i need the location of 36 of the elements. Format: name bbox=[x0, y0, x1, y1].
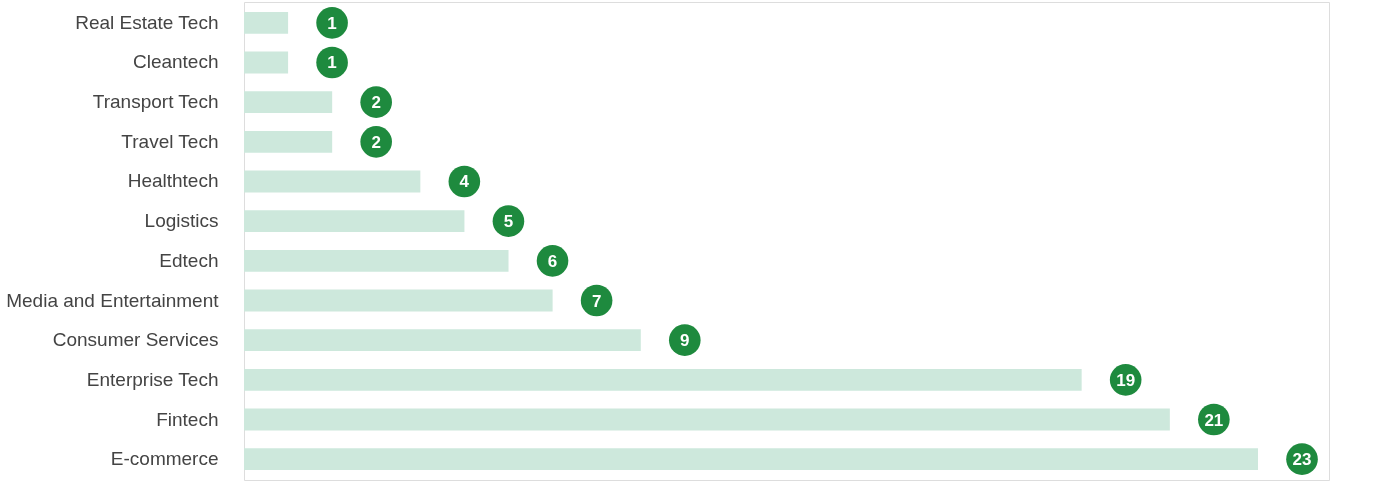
data-label: 2 bbox=[371, 132, 381, 152]
y-tick-label: Healthtech bbox=[127, 170, 219, 192]
bar bbox=[244, 448, 1259, 471]
bar bbox=[244, 289, 553, 312]
y-tick-label: Transport Tech bbox=[92, 91, 219, 113]
data-label: 1 bbox=[327, 13, 337, 33]
data-label: 19 bbox=[1116, 370, 1136, 390]
data-label: 7 bbox=[591, 291, 602, 311]
y-tick-label: Edtech bbox=[159, 249, 219, 271]
bar bbox=[244, 170, 421, 193]
bar bbox=[244, 91, 333, 114]
bar bbox=[244, 210, 465, 233]
y-tick-label: Enterprise Tech bbox=[86, 368, 219, 390]
data-label: 9 bbox=[680, 331, 690, 351]
data-label: 21 bbox=[1204, 410, 1224, 430]
y-tick-label: Logistics bbox=[144, 210, 219, 232]
data-label: 1 bbox=[327, 53, 337, 73]
bar bbox=[244, 368, 1082, 391]
bar bbox=[244, 130, 333, 153]
data-label: 4 bbox=[459, 172, 470, 192]
data-label: 5 bbox=[503, 212, 514, 232]
y-tick-label: Consumer Services bbox=[52, 329, 219, 351]
data-label: 6 bbox=[547, 251, 558, 271]
y-tick-label: Cleantech bbox=[132, 51, 219, 73]
data-label: 23 bbox=[1292, 450, 1312, 470]
data-label: 2 bbox=[371, 93, 381, 113]
y-tick-label: Travel Tech bbox=[121, 130, 219, 152]
y-tick-label: E-commerce bbox=[110, 448, 219, 470]
bar bbox=[244, 249, 509, 272]
bar bbox=[244, 329, 641, 352]
bar bbox=[244, 408, 1170, 431]
y-tick-label: Media and Entertainment bbox=[6, 289, 220, 311]
bar bbox=[244, 51, 289, 74]
bar bbox=[244, 11, 289, 34]
y-tick-label: Real Estate Tech bbox=[75, 11, 219, 33]
y-tick-label: Fintech bbox=[156, 408, 219, 430]
